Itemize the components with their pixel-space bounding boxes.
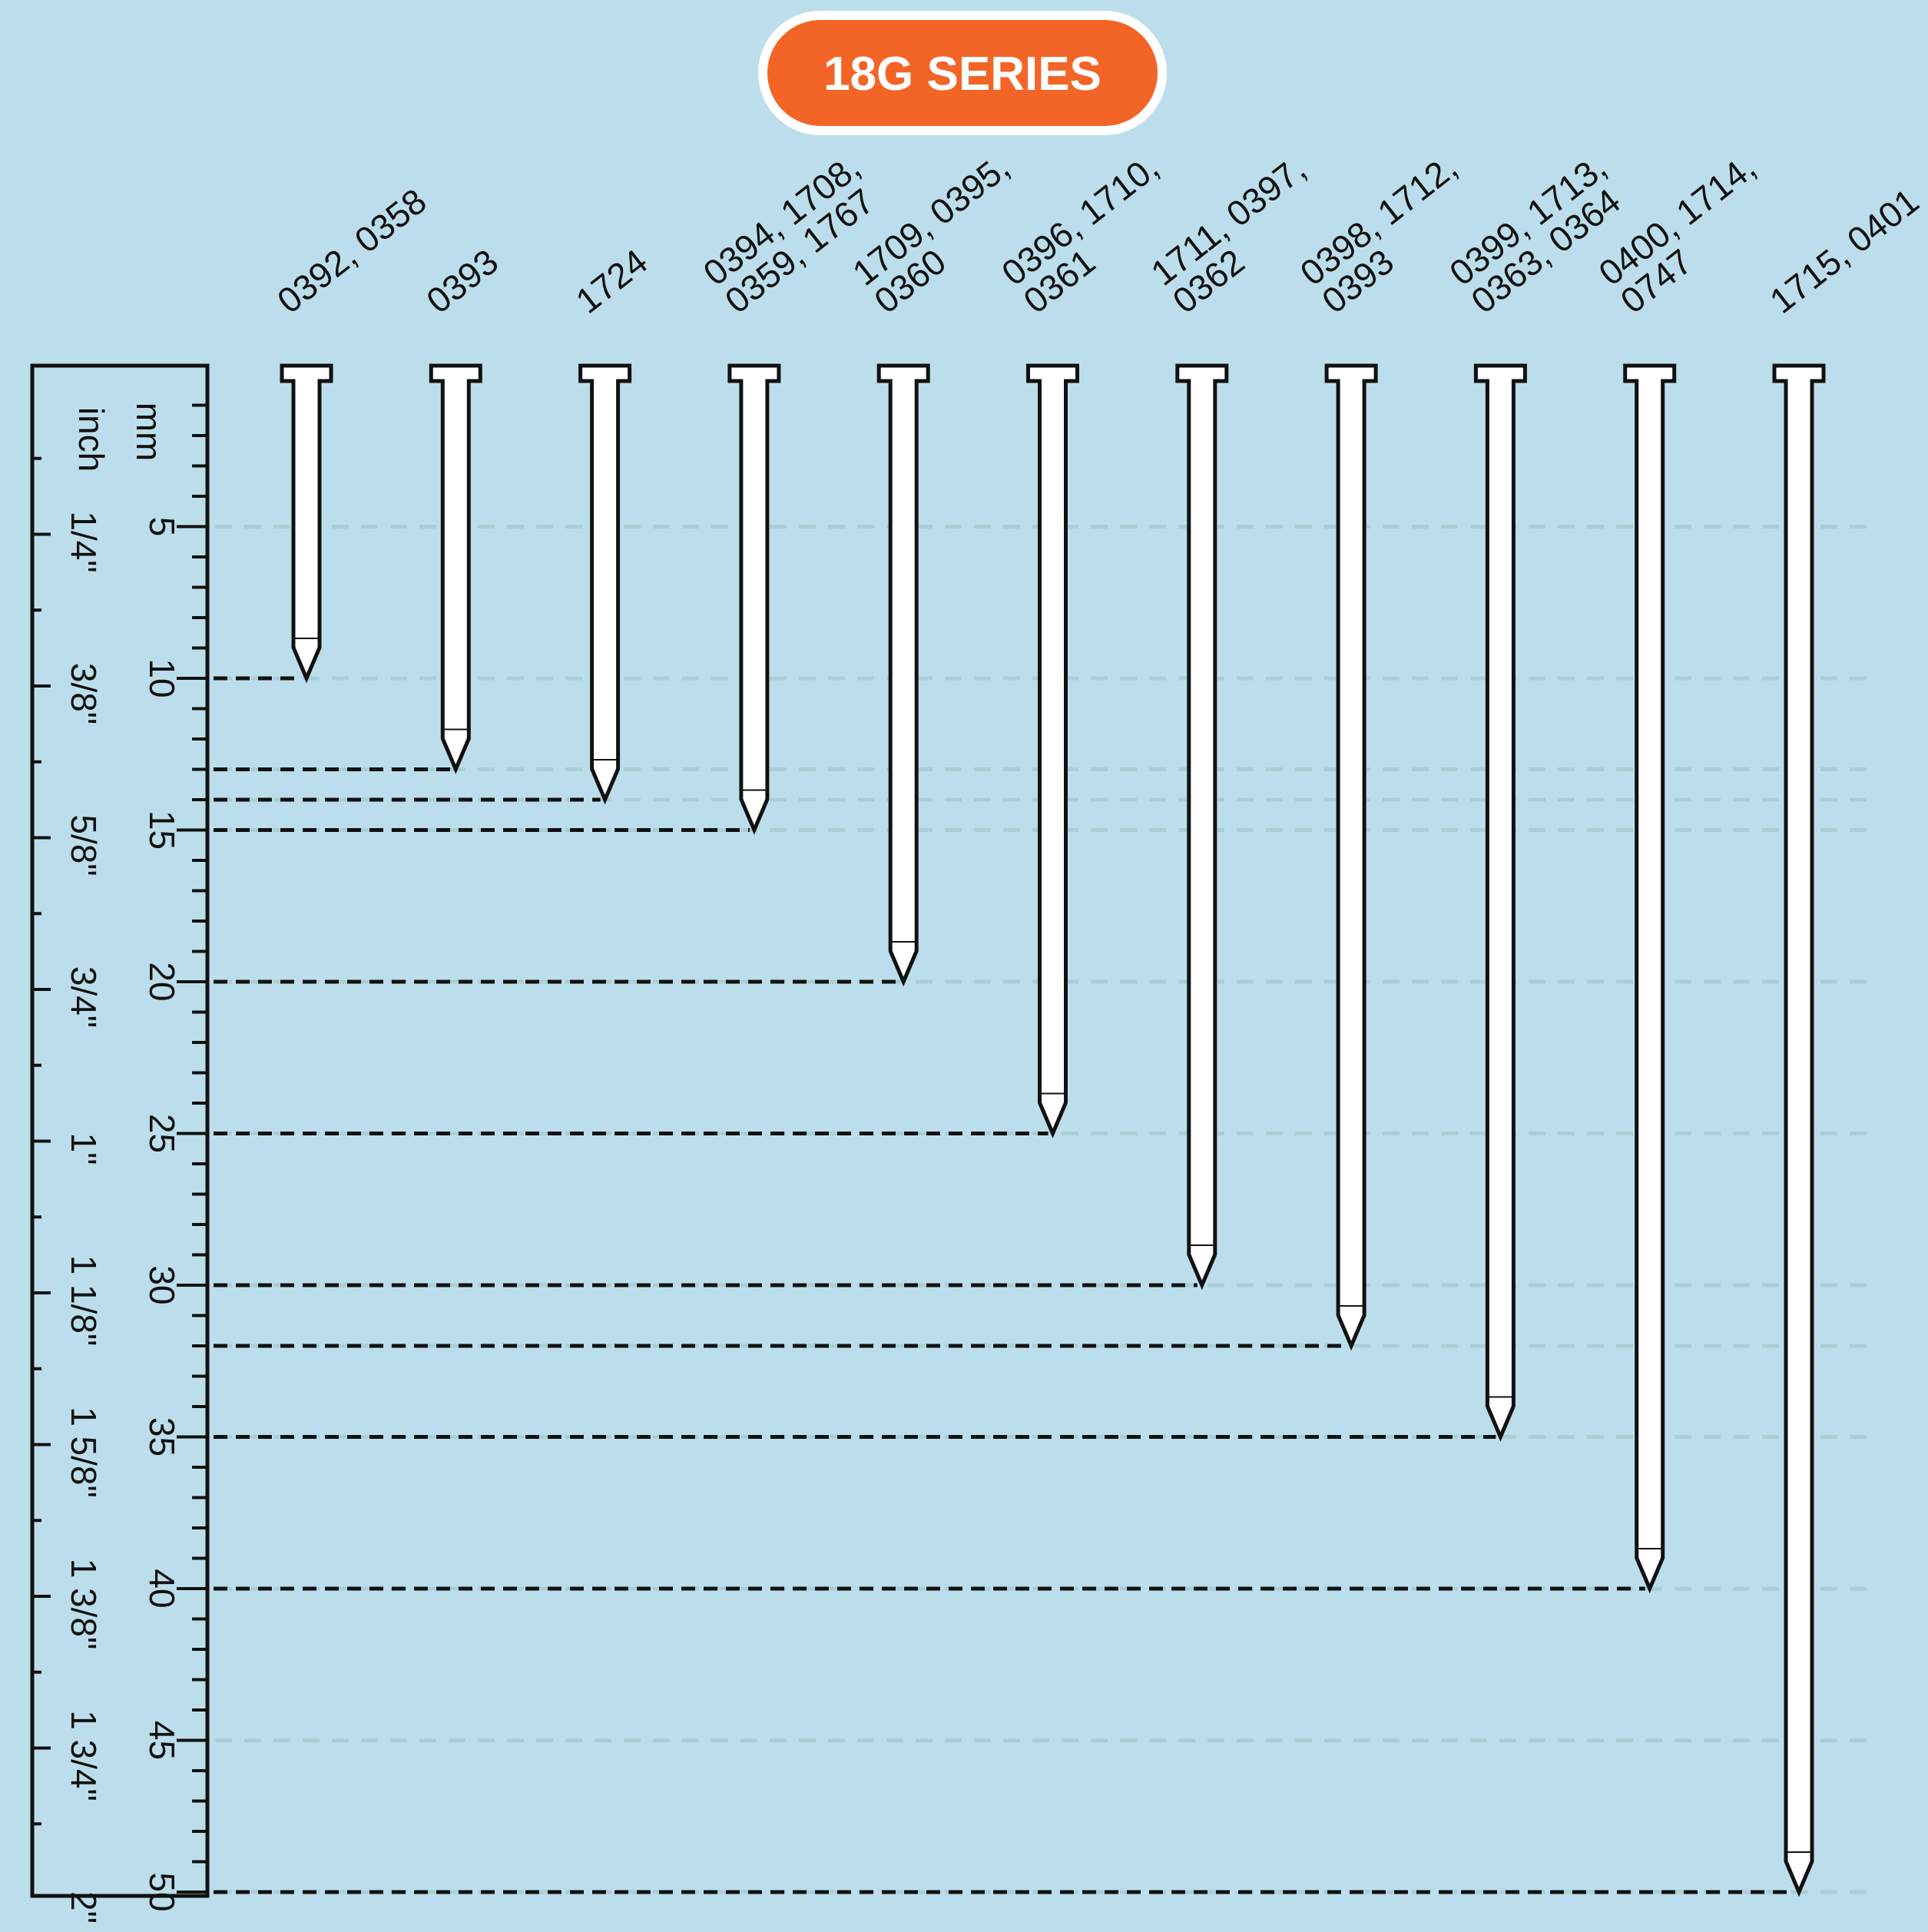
inch-label: 2" (64, 1891, 104, 1924)
nail-outline (1324, 363, 1378, 1351)
nail (1175, 363, 1229, 1291)
nail-outline (1026, 363, 1079, 1138)
nail (876, 363, 930, 987)
nail (1772, 363, 1826, 1897)
inch-label: 1 3/4" (64, 1710, 104, 1801)
mm-label: 50 (142, 1872, 182, 1911)
nail-outline (1175, 363, 1229, 1291)
mm-label: 25 (142, 1114, 182, 1153)
title-text: 18G SERIES (823, 48, 1101, 101)
mm-label: 15 (142, 810, 182, 850)
nail-outline (1623, 363, 1677, 1594)
ruler-frame (30, 363, 210, 1898)
nail-outline (429, 363, 482, 774)
nail (1473, 363, 1527, 1442)
ruler-ticks (32, 403, 207, 1894)
length-leader-lines (214, 676, 1794, 1894)
nail-outline (280, 363, 333, 684)
inch-label: 5/8" (64, 814, 104, 876)
nail-outline (876, 363, 930, 987)
nail-outline (1473, 363, 1527, 1442)
inch-label: 1" (64, 1133, 104, 1165)
nail-outline (727, 363, 781, 835)
mm-label: 30 (142, 1265, 182, 1304)
nails (280, 363, 1826, 1897)
inch-label: 1/4" (64, 511, 104, 572)
unit-label-inch: inch (71, 407, 111, 472)
mm-label: 5 (142, 517, 182, 537)
inch-label: 3/4" (64, 966, 104, 1028)
nail (1026, 363, 1079, 1138)
nail (578, 363, 632, 805)
inch-label: 1 3/8" (64, 1559, 104, 1650)
title-badge: 18G SERIES (758, 11, 1167, 135)
nail-outline (578, 363, 632, 805)
mm-label: 20 (142, 962, 182, 1001)
mm-labels: 5 10 15 20 25 30 35 40 45 50 (142, 517, 182, 1912)
inch-label: 3/8" (64, 663, 104, 724)
nail (1324, 363, 1378, 1351)
inch-label: 1 5/8" (64, 1407, 104, 1498)
nail (1623, 363, 1677, 1594)
nail (727, 363, 781, 835)
inch-label: 1 1/8" (64, 1255, 104, 1347)
mm-label: 10 (142, 658, 182, 698)
nail (280, 363, 333, 684)
inch-labels: 1/4" 3/8" 5/8" 3/4" 1" 1 1/8" 1 5/8" 1 3/8" 1 3/… (64, 511, 104, 1924)
mm-label: 40 (142, 1569, 182, 1608)
nail (429, 363, 482, 774)
unit-label-mm: mm (129, 403, 169, 462)
title-pill (758, 11, 1167, 135)
mm-label: 45 (142, 1721, 182, 1760)
nail-outline (1772, 363, 1826, 1897)
mm-label: 35 (142, 1417, 182, 1456)
ruler: mm inch 5 10 15 20 25 30 35 40 45 50 1/4" 3/8" 5/8"… (30, 363, 210, 1924)
